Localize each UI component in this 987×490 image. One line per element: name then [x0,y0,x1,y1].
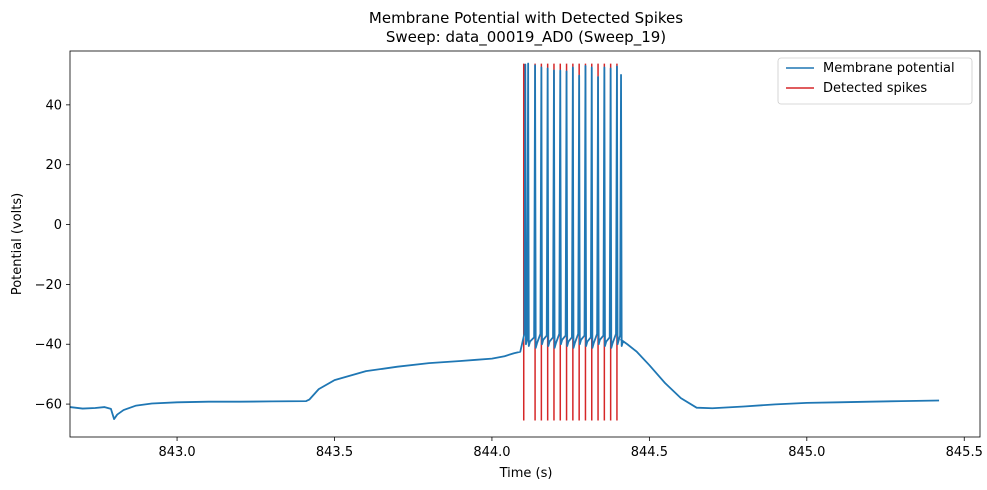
x-tick-label: 845.5 [946,445,983,460]
y-axis-label: Potential (volts) [10,193,25,295]
legend-box [777,57,973,105]
x-tick-label: 843.0 [158,445,195,460]
y-tick-label: −40 [35,338,62,353]
x-axis-label: Time (s) [499,466,553,481]
y-tick-label: 0 [54,218,62,233]
x-tick-label: 844.0 [473,445,510,460]
legend-label-spikes: Detected spikes [823,81,927,96]
chart-title: Membrane Potential with Detected Spikes [369,9,683,27]
y-tick-label: 20 [45,158,62,173]
chart-subtitle: Sweep: data_00019_AD0 (Sweep_19) [386,28,666,47]
x-axis: 843.0 843.5 844.0 844.5 845.0 845.5 [158,437,983,460]
x-tick-label: 844.5 [631,445,668,460]
y-tick-label: −60 [35,398,62,413]
y-axis: −60 −40 −20 0 20 40 [35,98,70,413]
membrane-potential-line [69,62,940,420]
legend: Membrane potential Detected spikes [777,57,973,105]
x-tick-label: 845.0 [788,445,825,460]
x-tick-label: 843.5 [316,445,353,460]
y-tick-label: −20 [35,278,62,293]
legend-label-membrane: Membrane potential [823,61,955,76]
plot-area [69,62,940,421]
plot-frame [69,50,981,438]
y-tick-label: 40 [45,98,62,113]
